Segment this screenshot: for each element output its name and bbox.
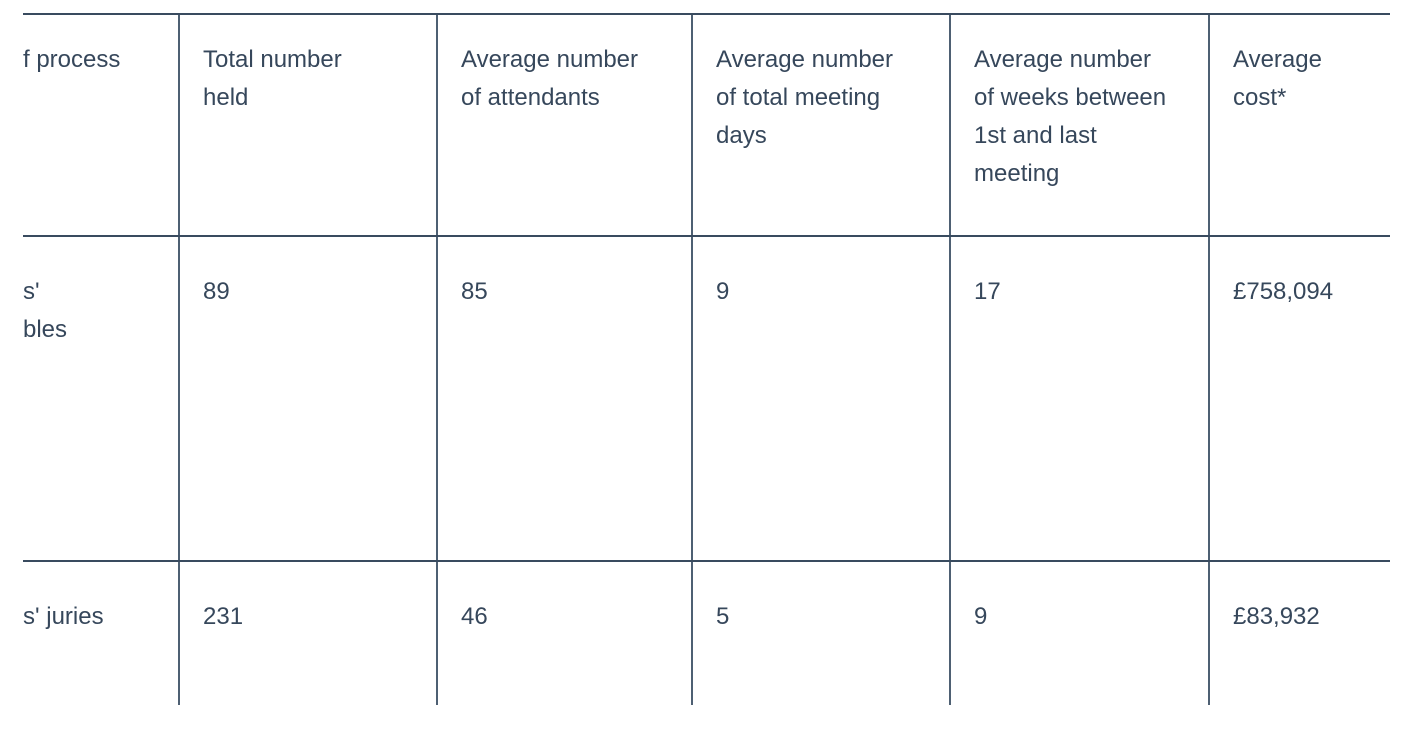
table-header-row: f process Total number held Average numb… [23, 13, 1390, 237]
cell-avg-meeting-days: 9 [691, 236, 950, 562]
cell-avg-attendants: 85 [436, 236, 692, 562]
cell-avg-cost: £83,932 [1208, 561, 1390, 705]
cell-avg-cost: £758,094 [1208, 236, 1390, 562]
cell-total-held: 89 [178, 236, 437, 562]
header-cell-average-cost: Average cost* [1208, 13, 1390, 237]
header-cell-average-weeks-between: Average number of weeks between 1st and … [949, 13, 1209, 237]
table-row: s' juries 231 46 5 9 £83,932 [23, 561, 1390, 705]
cell-avg-weeks: 9 [949, 561, 1209, 705]
cell-total-held: 231 [178, 561, 437, 705]
table-row: s' bles 89 85 9 17 £758,094 [23, 236, 1390, 562]
cell-process-clipped: s' bles [23, 236, 179, 562]
deliberative-processes-table: f process Total number held Average numb… [23, 13, 1390, 705]
table-scroll-container[interactable]: f process Total number held Average numb… [23, 13, 1390, 705]
header-cell-total-number-held: Total number held [178, 13, 437, 237]
header-cell-average-meeting-days: Average number of total meeting days [691, 13, 950, 237]
cell-avg-meeting-days: 5 [691, 561, 950, 705]
cell-avg-weeks: 17 [949, 236, 1209, 562]
header-cell-process-clipped: f process [23, 13, 179, 237]
cell-process-clipped: s' juries [23, 561, 179, 705]
header-cell-average-attendants: Average number of attendants [436, 13, 692, 237]
cell-avg-attendants: 46 [436, 561, 692, 705]
